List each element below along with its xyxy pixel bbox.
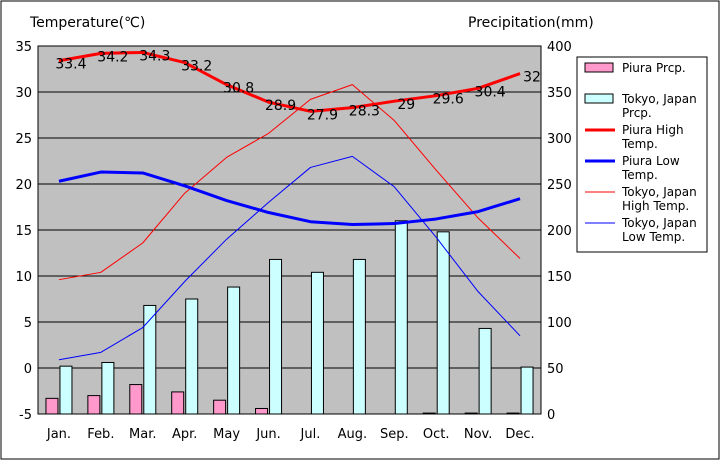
legend-label: Tokyo, Japan Prcp. (621, 92, 697, 120)
bar-series-group (45, 220, 534, 415)
y-right-tick-label: 300 (547, 132, 572, 147)
data-label: 33.2 (181, 59, 212, 75)
bar (269, 258, 283, 415)
y-left-tick-label: 35 (15, 40, 32, 55)
x-tick-label: Feb. (87, 427, 114, 442)
data-label: 34.3 (139, 48, 170, 64)
bar (185, 298, 199, 415)
x-tick-label: Mar. (129, 427, 156, 442)
x-tick-label: Jun. (255, 427, 280, 442)
y-right-tick-label: 50 (547, 362, 564, 377)
bar (506, 412, 520, 415)
bar (101, 361, 115, 415)
legend-label: Tokyo, Japan High Temp. (621, 185, 697, 213)
left-axis-title: Temperature(℃) (29, 15, 145, 31)
x-tick-label: Apr. (172, 427, 197, 442)
data-label: 33.4 (55, 57, 86, 73)
y-left-tick-label: 10 (15, 270, 32, 285)
bar (213, 399, 227, 415)
bar (394, 220, 408, 415)
legend-box (576, 56, 708, 253)
y-left-tick-label: -5 (19, 408, 32, 423)
bar (59, 365, 73, 415)
bar (310, 271, 324, 415)
x-tick-label: Dec. (505, 427, 534, 442)
bar (255, 407, 269, 415)
series-line (58, 50, 521, 113)
x-tick-label: Jan. (46, 427, 71, 442)
legend-label: Piura Low Temp. (621, 154, 680, 182)
y-left-tick-label: 30 (15, 86, 32, 101)
bar (478, 327, 492, 415)
x-tick-label: Oct. (423, 427, 450, 442)
grid-lines (38, 91, 541, 369)
bar (352, 258, 366, 415)
data-label: 34.2 (97, 49, 128, 65)
data-labels-group: 33.4 34.2 34.3 33.2 30.8 28.9 27.9 28.3 29 29.6 30… (55, 48, 541, 123)
right-axis-title: Precipitation(mm) (468, 15, 594, 31)
bar (520, 366, 534, 415)
legend: Piura Prcp. Tokyo, Japan Prcp. Piura High Te… (584, 61, 697, 244)
bar (171, 391, 185, 415)
legend-swatch (584, 62, 614, 73)
x-tick-label: May (213, 427, 240, 442)
y-right-tick-label: 150 (547, 270, 572, 285)
y-left-tick-label: 20 (15, 178, 32, 193)
legend-label: Piura Prcp. (622, 61, 686, 75)
data-label: 30.8 (223, 81, 254, 97)
y-right-tick-label: 100 (547, 316, 572, 331)
legend-label: Piura High Temp. (621, 123, 684, 151)
data-label: 28.9 (265, 98, 296, 114)
series-line (58, 170, 521, 226)
y-left-tick-label: 15 (15, 224, 32, 239)
y-right-tick-label: 250 (547, 178, 572, 193)
data-label: 30.4 (475, 84, 506, 100)
x-tick-label: Nov. (464, 427, 493, 442)
bar (422, 412, 436, 415)
bar (436, 231, 450, 415)
data-label: 32 (523, 70, 541, 86)
x-tick-label: Aug. (338, 427, 368, 442)
data-label: 29.6 (433, 92, 464, 108)
bar (45, 397, 59, 415)
legend-label: Tokyo, Japan Low Temp. (621, 216, 697, 244)
y-right-tick-label: 400 (547, 40, 572, 55)
bar (227, 286, 241, 415)
y-right-tick-label: 0 (547, 408, 555, 423)
series-line (58, 155, 521, 361)
y-right-tick-label: 350 (547, 86, 572, 101)
bar (87, 395, 101, 415)
y-left-tick-label: 25 (15, 132, 32, 147)
x-tick-label: Jul. (300, 427, 321, 442)
data-label: 27.9 (307, 107, 338, 123)
legend-swatch (584, 93, 614, 104)
bar (129, 384, 143, 415)
data-label: 29 (397, 97, 415, 113)
y-left-tick-label: 0 (24, 362, 32, 377)
series-line (58, 84, 521, 281)
y-left-tick-label: 5 (24, 316, 32, 331)
line-series-group (58, 50, 521, 361)
bar (464, 412, 478, 415)
axis-ticks-group: 35 400 30 350 25 300 20 250 15 200 10 150 5 100 0 50 -5 0… (15, 40, 571, 442)
x-tick-label: Sep. (380, 427, 409, 442)
bar (143, 304, 157, 415)
y-right-tick-label: 200 (547, 224, 572, 239)
data-label: 28.3 (349, 104, 380, 120)
